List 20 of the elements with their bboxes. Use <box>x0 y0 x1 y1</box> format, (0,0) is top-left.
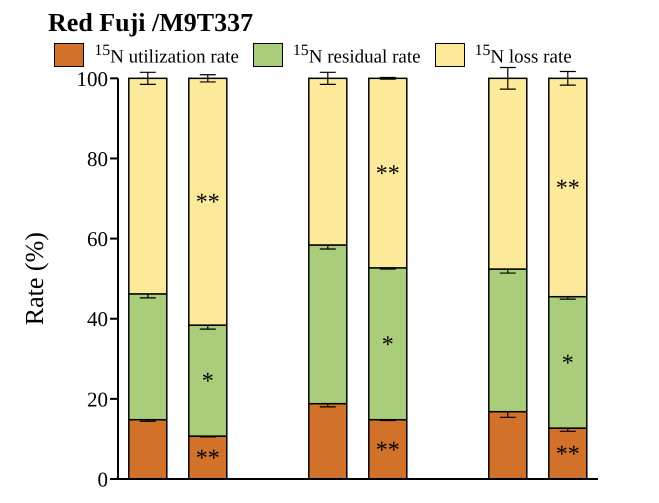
y-tick-label: 40 <box>87 307 108 332</box>
data-label: * <box>382 332 394 358</box>
y-tick-label: 60 <box>87 227 108 252</box>
y-tick-label: 80 <box>87 146 108 171</box>
y-tick-label: 0 <box>98 467 108 492</box>
chart-title: Red Fuji /M9T337 <box>48 8 254 37</box>
y-tick-label: 20 <box>87 387 108 412</box>
data-label: * <box>562 350 574 376</box>
legend-label: $^{15}$N loss rate <box>474 42 572 68</box>
y-axis-title: Rate (%) <box>20 232 50 326</box>
data-label: ** <box>556 176 580 202</box>
data-label: ** <box>196 446 220 472</box>
data-label: ** <box>376 161 400 188</box>
data-label: ** <box>196 190 220 216</box>
data-label: ** <box>556 442 580 468</box>
data-label: * <box>202 368 214 395</box>
data-label: ** <box>376 437 400 464</box>
legend-label: $^{15}$N utilization rate <box>94 42 239 68</box>
y-tick-label: 100 <box>76 66 108 91</box>
legend-label: $^{15}$N residual rate <box>292 42 421 68</box>
